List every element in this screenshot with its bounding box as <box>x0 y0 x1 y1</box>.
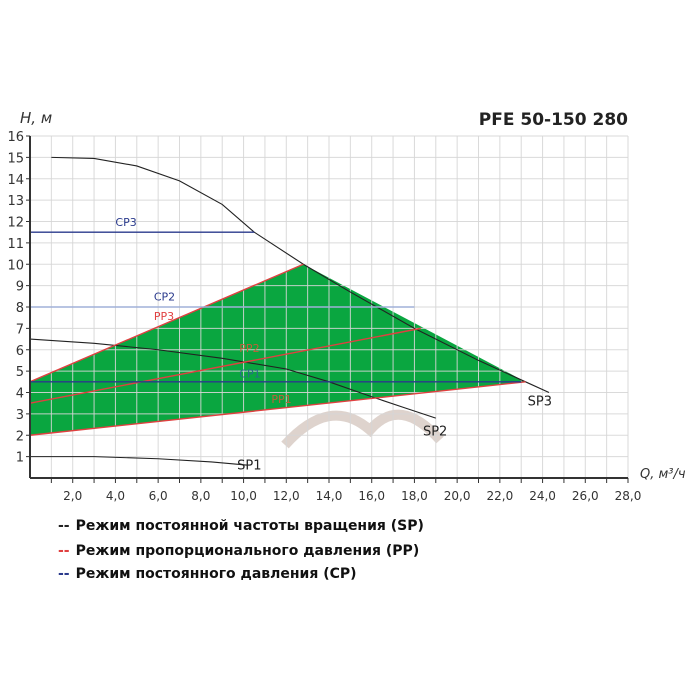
series-sp3 <box>51 156 550 394</box>
x-tick-label: 16,0 <box>358 489 385 503</box>
series-sp1 <box>30 456 248 466</box>
x-tick-label: 28,0 <box>615 489 642 503</box>
x-axis-label: Q, м³/ч <box>640 467 686 482</box>
x-tick-label: 8,0 <box>191 489 210 503</box>
y-tick-label: 10 <box>7 258 24 273</box>
x-tick-label: 20,0 <box>444 489 471 503</box>
y-tick-label: 4 <box>16 387 24 402</box>
x-tick-label: 6,0 <box>149 489 168 503</box>
series-label-pp3: PP3 <box>154 310 174 323</box>
legend-text: Режим постоянного давления (CP) <box>75 566 357 582</box>
series-label-cp1: CP1 <box>239 368 260 381</box>
x-tick-label: 26,0 <box>572 489 599 503</box>
series-label-sp3: SP3 <box>528 394 552 409</box>
watermark-logo <box>281 409 444 449</box>
y-axis-label: H, м <box>20 109 52 127</box>
legend-text: Режим пропорционального давления (PP) <box>75 543 420 559</box>
series-label-cp3: CP3 <box>115 216 136 229</box>
chart-title: PFE 50-150 280 <box>479 110 628 130</box>
y-tick-label: 1 <box>16 451 24 466</box>
y-tick-label: 5 <box>16 365 24 380</box>
x-tick-label: 24,0 <box>529 489 556 503</box>
series-label-sp2: SP2 <box>423 424 447 439</box>
x-tick-label: 14,0 <box>316 489 343 503</box>
x-tick-label: 4,0 <box>106 489 125 503</box>
legend-dash: -- <box>58 518 70 534</box>
y-tick-label: 2 <box>16 429 24 444</box>
y-tick-label: 16 <box>7 130 24 145</box>
x-tick-label: 22,0 <box>486 489 513 503</box>
y-tick-label: 9 <box>16 280 24 295</box>
x-tick-label: 12,0 <box>273 489 300 503</box>
legend-item-cp: -- Режим постоянного давления (CP) <box>58 566 357 582</box>
x-tick-label: 2,0 <box>63 489 82 503</box>
x-tick-label: 10,0 <box>230 489 257 503</box>
series-label-cp2: CP2 <box>154 291 175 304</box>
y-tick-label: 11 <box>7 237 24 252</box>
x-tick-label: 18,0 <box>401 489 428 503</box>
y-tick-label: 8 <box>16 301 24 316</box>
legend-item-sp: -- Режим постоянной частоты вращения (SP) <box>58 518 424 534</box>
series-label-pp2: PP2 <box>239 342 259 355</box>
y-tick-label: 3 <box>16 408 24 423</box>
y-tick-label: 14 <box>7 173 24 188</box>
y-tick-label: 15 <box>7 151 24 166</box>
series-pp2 <box>29 327 421 404</box>
legend-text: Режим постоянной частоты вращения (SP) <box>75 518 424 534</box>
legend-dash: -- <box>58 543 70 559</box>
y-tick-label: 6 <box>16 344 24 359</box>
series-label-sp1: SP1 <box>237 458 261 473</box>
y-tick-label: 13 <box>7 194 24 209</box>
legend-item-pp: -- Режим пропорционального давления (PP) <box>58 543 419 559</box>
y-tick-label: 7 <box>16 322 24 337</box>
series-pp3 <box>29 263 304 383</box>
series-label-pp1: PP1 <box>271 393 291 406</box>
series-pp1 <box>29 381 526 436</box>
y-tick-label: 12 <box>7 216 24 231</box>
legend-dash: -- <box>58 566 70 582</box>
